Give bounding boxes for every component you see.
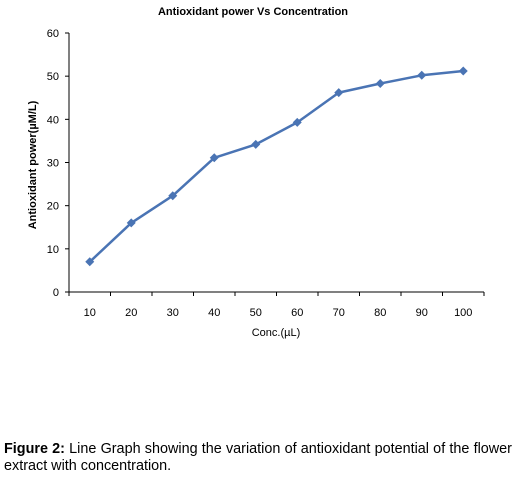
data-point-marker — [168, 191, 178, 201]
marker-group — [85, 66, 468, 267]
data-point-marker — [85, 257, 95, 267]
caption-label: Figure 2: — [4, 441, 65, 457]
y-tick-group: 0 10 20 30 40 50 60 — [47, 28, 69, 299]
x-tick-label: 40 — [208, 307, 220, 319]
y-axis-label: Antioxidant power(µM/L) — [27, 100, 39, 229]
y-tick-label: 40 — [47, 114, 59, 126]
y-tick-label: 50 — [47, 71, 59, 83]
y-tick-label: 20 — [47, 201, 59, 213]
x-tick-label: 30 — [167, 307, 179, 319]
x-tick-label: 10 — [84, 307, 96, 319]
series-line — [88, 69, 464, 263]
caption-text: Line Graph showing the variation of anti… — [4, 441, 512, 474]
figure-caption: Figure 2: Line Graph showing the variati… — [4, 441, 512, 475]
x-tick-label: 20 — [125, 307, 137, 319]
data-point-marker — [292, 117, 302, 127]
data-point-marker — [458, 66, 468, 76]
y-tick-label: 30 — [47, 158, 59, 170]
y-tick-label: 60 — [47, 28, 59, 40]
data-point-marker — [126, 218, 136, 228]
data-point-marker — [334, 88, 344, 98]
data-point-marker — [375, 79, 385, 89]
y-tick-label: 10 — [47, 244, 59, 256]
chart-title: Antioxidant power Vs Concentration — [158, 6, 348, 18]
data-point-marker — [251, 139, 261, 149]
y-tick-label: 0 — [53, 287, 59, 299]
x-tick-label: 70 — [333, 307, 345, 319]
x-tick-label: 50 — [250, 307, 262, 319]
x-tick-label: 100 — [454, 307, 472, 319]
x-axis-label: Conc.(µL) — [252, 327, 301, 339]
data-point-marker — [209, 153, 219, 163]
x-tick-label: 90 — [416, 307, 428, 319]
x-tick-label: 80 — [374, 307, 386, 319]
x-tick-group: 10 20 30 40 50 60 70 80 90 100 — [68, 292, 485, 319]
line-chart: Antioxidant power Vs Concentration 0 10 20… — [27, 6, 485, 339]
x-tick-label: 60 — [291, 307, 303, 319]
data-point-marker — [417, 70, 427, 80]
